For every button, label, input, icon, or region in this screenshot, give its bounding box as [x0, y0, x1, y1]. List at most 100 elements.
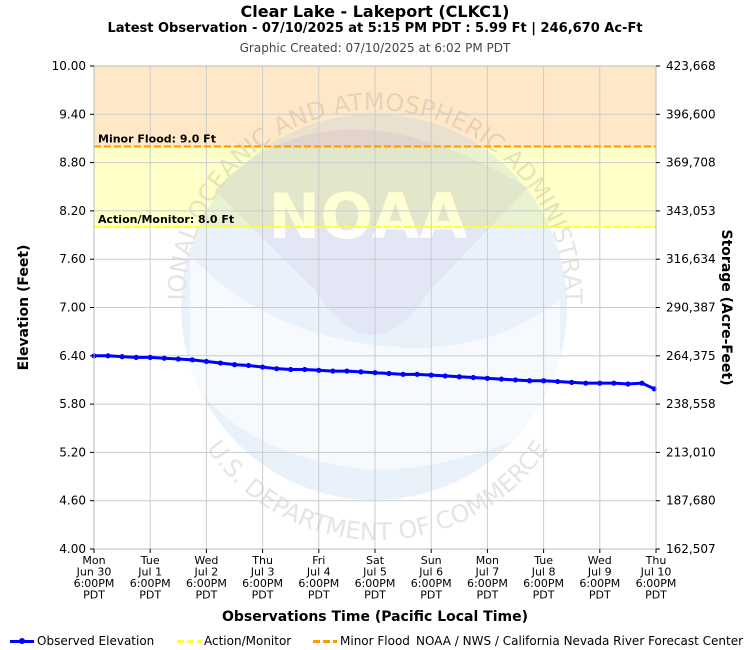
x-tick-line: Tue	[140, 554, 160, 567]
x-tick-line: PDT	[139, 589, 161, 602]
x-tick-line: Wed	[194, 554, 218, 567]
x-tick-line: PDT	[420, 589, 442, 602]
y-tick-label: 9.40	[59, 107, 86, 121]
x-tick-line: Wed	[588, 554, 612, 567]
threshold-label: Action/Monitor: 8.0 Ft	[98, 213, 234, 226]
x-tick-line: 6:00PM	[298, 577, 339, 590]
y-tick-label: 5.80	[59, 397, 86, 411]
x-tick-line: Jul 4	[306, 566, 331, 579]
x-tick-line: 6:00PM	[355, 577, 396, 590]
data-point	[386, 370, 392, 377]
data-point	[105, 353, 111, 359]
data-point	[217, 360, 224, 366]
x-tick-label: Mon Jun 30 6:00PM PDT	[74, 554, 115, 602]
x-tick-line: Mon	[476, 554, 499, 567]
x-tick-label: Fri Jul 4 6:00PM PDT	[298, 554, 339, 602]
x-tick-line: 6:00PM	[579, 577, 620, 590]
legend-minor: Minor Flood	[313, 634, 410, 648]
x-tick-label: Mon Jul 7 6:00PM PDT	[467, 554, 508, 602]
x-tick-line: 6:00PM	[242, 577, 283, 590]
x-tick-line: PDT	[252, 589, 274, 602]
x-tick-line: PDT	[533, 589, 555, 602]
y-right-tick-label: 187,680	[666, 494, 716, 508]
legend-minor-swatch	[313, 639, 337, 643]
x-tick-line: Jul 10	[640, 566, 672, 579]
x-tick-line: PDT	[195, 589, 217, 602]
x-tick-line: 6:00PM	[130, 577, 171, 590]
data-point	[274, 366, 280, 372]
x-tick-label: Tue Jul 1 6:00PM PDT	[130, 554, 171, 602]
data-point	[175, 356, 181, 362]
threshold-label: Minor Flood: 9.0 Ft	[98, 133, 216, 146]
data-point	[288, 366, 294, 373]
y-right-tick-label: 290,387	[666, 301, 716, 315]
credit-text: NOAA / NWS / California Nevada River For…	[416, 634, 744, 648]
data-point	[358, 369, 364, 375]
y-right-tick-label: 213,010	[666, 445, 716, 459]
data-point	[302, 366, 308, 373]
data-point	[541, 378, 547, 384]
x-tick-label: Sun Jul 6 6:00PM PDT	[411, 554, 452, 602]
x-tick-line: Sun	[421, 554, 442, 567]
data-point	[245, 362, 252, 369]
data-point	[555, 378, 561, 385]
data-point	[583, 380, 589, 386]
data-point	[611, 380, 617, 386]
x-tick-line: Jul 3	[250, 566, 275, 579]
x-tick-line: PDT	[308, 589, 330, 602]
x-tick-line: PDT	[645, 589, 667, 602]
x-tick-label: Wed Jul 9 6:00PM PDT	[579, 554, 620, 602]
x-tick-line: PDT	[83, 589, 105, 602]
y-right-tick-label: 162,507	[666, 542, 716, 556]
chart-title: Clear Lake - Lakeport (CLKC1)	[240, 2, 510, 21]
legend-observed: Observed Elevation	[10, 634, 154, 648]
x-tick-line: Jul 5	[362, 566, 387, 579]
data-point	[372, 370, 378, 376]
y-tick-label: 8.80	[59, 156, 86, 170]
x-tick-line: PDT	[476, 589, 498, 602]
x-tick-label: Tue Jul 8 6:00PM PDT	[523, 554, 564, 602]
data-point	[344, 368, 350, 374]
legend-action-swatch	[177, 639, 201, 643]
x-tick-line: 6:00PM	[636, 577, 677, 590]
data-point	[625, 381, 631, 387]
x-tick-line: Fri	[312, 554, 325, 567]
data-point	[400, 371, 406, 377]
graphic-created: Graphic Created: 07/10/2025 at 6:02 PM P…	[239, 41, 511, 55]
x-tick-line: Jul 2	[194, 566, 219, 579]
x-tick-line: Thu	[645, 554, 667, 567]
data-point	[330, 368, 336, 374]
data-point	[569, 379, 575, 385]
data-point	[526, 378, 533, 384]
legend: Observed Elevation Action/Monitor Minor …	[10, 634, 745, 650]
y-axis-title-left: Elevation (Feet)	[16, 245, 32, 371]
x-tick-line: 6:00PM	[74, 577, 115, 590]
x-tick-label: Wed Jul 2 6:00PM PDT	[186, 554, 227, 602]
x-tick-line: Jul 6	[418, 566, 443, 579]
data-point	[189, 357, 195, 363]
watermark-logo-text: NOAA	[269, 180, 468, 253]
data-point	[161, 355, 167, 361]
data-point	[133, 354, 139, 361]
x-tick-line: Sat	[366, 554, 385, 567]
legend-minor-label: Minor Flood	[340, 634, 410, 648]
x-tick-line: 6:00PM	[467, 577, 508, 590]
x-tick-label: Thu Jul 3 6:00PM PDT	[242, 554, 283, 602]
x-tick-line: Tue	[533, 554, 553, 567]
data-point	[231, 362, 238, 368]
x-tick-label: Sat Jul 5 6:00PM PDT	[355, 554, 396, 602]
y-right-tick-label: 423,668	[666, 59, 716, 73]
x-axis-title: Observations Time (Pacific Local Time)	[222, 609, 528, 625]
x-tick-line: Jul 8	[531, 566, 556, 579]
x-tick-label: Thu Jul 10 6:00PM PDT	[636, 554, 677, 602]
data-point	[203, 358, 209, 365]
elevation-chart: NOAANATIONAL OCEANIC AND ATMOSPHERIC ADM…	[0, 0, 734, 625]
x-tick-line: Mon	[82, 554, 105, 567]
y-tick-label: 4.60	[59, 494, 86, 508]
data-point	[260, 364, 266, 370]
y-tick-label: 5.20	[59, 445, 86, 459]
legend-observed-label: Observed Elevation	[37, 634, 155, 648]
y-tick-label: 6.40	[59, 349, 86, 363]
x-tick-line: Jun 30	[76, 566, 112, 579]
watermark-bird	[215, 129, 528, 335]
